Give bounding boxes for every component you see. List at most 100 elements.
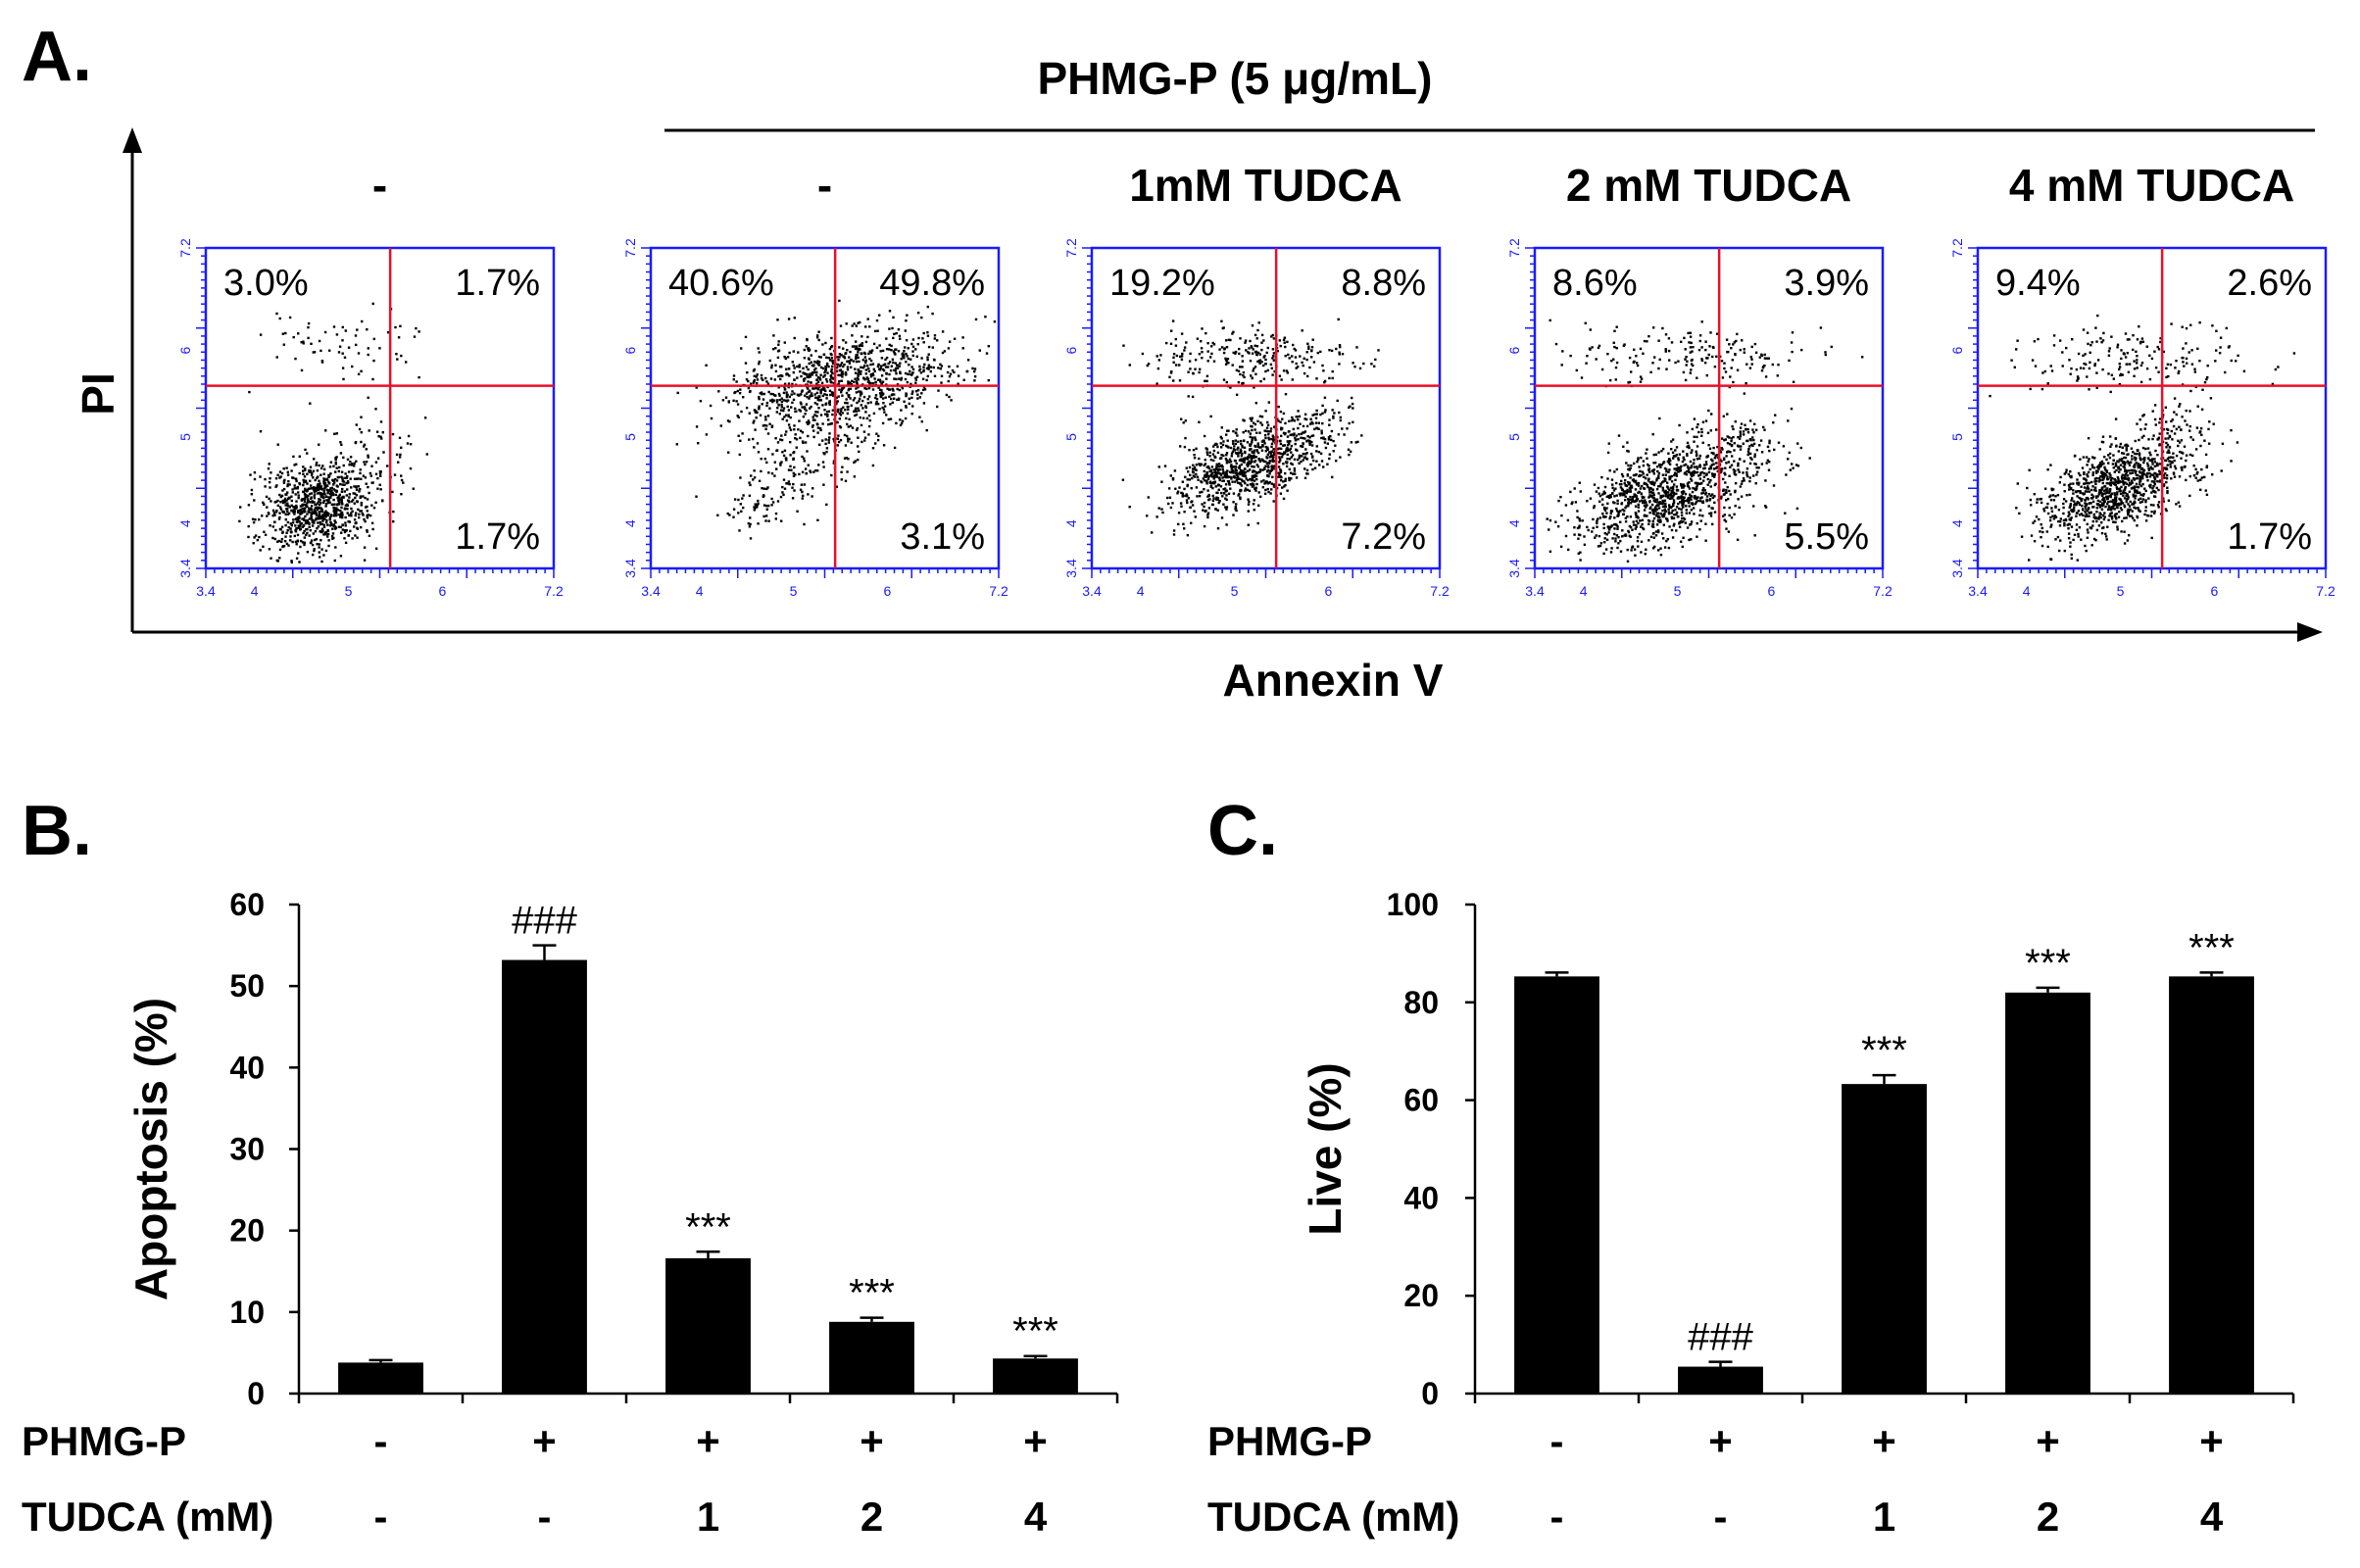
flow-x-tick: 3.4 [1525, 583, 1545, 599]
live-chart: 0 20 40 60 80 100 Live (%) - - ### + - *** +1 *** +2 ***… [1207, 887, 2295, 1540]
flow-x-tick: 3.4 [1082, 583, 1102, 599]
bar [829, 1321, 914, 1394]
flow-x-tick: 4 [2023, 583, 2031, 599]
flow-x-tick: 3.4 [641, 583, 661, 599]
flow-y-tick: 7.2 [1506, 238, 1522, 258]
significance-label: *** [1861, 1029, 1907, 1072]
flow-y-tick: 4 [622, 519, 638, 527]
flow-y-tick: 3.4 [1063, 559, 1079, 578]
bar [1678, 1366, 1763, 1394]
flow-y-tick: 6 [1506, 347, 1522, 355]
flow-plot: - 3.43.4 4 4 5 5 6 6 7.2 7.2 40.6% 49.8% 3.1% [622, 160, 1008, 599]
flow-ticks [196, 247, 555, 578]
flow-ticks [1968, 247, 2327, 578]
flow-x-tick: 7.2 [1873, 583, 1893, 599]
significance-label: ### [1688, 1316, 1753, 1359]
flow-x-tick: 7.2 [989, 583, 1008, 599]
flow-x-tick: 6 [884, 583, 892, 599]
tudca-row-value: 4 [1024, 1494, 1048, 1540]
tudca-row-label: TUDCA (mM) [1207, 1494, 1459, 1540]
bar [2169, 976, 2254, 1394]
flow-plot-title: - [817, 160, 832, 211]
bar [1514, 976, 1599, 1394]
tudca-row-label: TUDCA (mM) [22, 1494, 273, 1540]
flow-x-tick: 4 [696, 583, 704, 599]
flow-x-tick: 5 [1674, 583, 1682, 599]
quadrant-lower-right: 5.5% [1784, 516, 1869, 558]
flow-plot-title: 2 mM TUDCA [1566, 160, 1851, 211]
quadrant-upper-left: 19.2% [1109, 263, 1215, 304]
phmg-row-value: + [1708, 1418, 1733, 1464]
quadrant-upper-right: 49.8% [879, 263, 985, 304]
flow-x-tick: 4 [251, 583, 259, 599]
pi-axis-arrow [123, 127, 142, 153]
y-tick-label: 60 [229, 887, 265, 922]
significance-label: *** [2188, 926, 2235, 969]
y-tick-label: 50 [229, 968, 265, 1004]
bar [502, 959, 587, 1394]
flow-y-tick: 4 [1506, 519, 1522, 527]
flow-x-tick: 3.4 [1968, 583, 1988, 599]
annexin-axis-arrow [2297, 622, 2323, 642]
flow-y-tick: 7.2 [1949, 238, 1965, 258]
flow-y-tick: 7.2 [622, 238, 638, 258]
phmg-row-value: + [1023, 1418, 1048, 1464]
y-tick-label: 60 [1403, 1083, 1439, 1118]
phmg-row-value: - [1550, 1418, 1564, 1464]
flow-x-tick: 3.4 [196, 583, 216, 599]
flow-plot: 1mM TUDCA 3.43.4 4 4 5 5 6 6 7.2 7.2 19.2% 8.8% 7.2% [1063, 160, 1450, 599]
panel-c-label: C. [1207, 792, 1278, 870]
flow-y-tick: 4 [177, 519, 193, 527]
panel-a-label: A. [22, 18, 92, 96]
quadrant-upper-right: 8.8% [1341, 263, 1426, 304]
flow-ticks [641, 247, 1000, 578]
quadrant-lower-right: 1.7% [2227, 516, 2312, 558]
flow-x-tick: 7.2 [1430, 583, 1450, 599]
phmg-row-value: + [1872, 1418, 1896, 1464]
significance-label: ### [512, 900, 577, 943]
flow-plot-title: 4 mM TUDCA [2009, 160, 2294, 211]
flow-x-tick: 6 [439, 583, 447, 599]
tudca-row-value: 2 [860, 1494, 883, 1540]
quadrant-upper-right: 1.7% [455, 263, 540, 304]
flow-plot: 2 mM TUDCA 3.43.4 4 4 5 5 6 6 7.2 7.2 8.6% 3.9% 5.5% [1506, 160, 1893, 599]
flow-y-tick: 4 [1063, 519, 1079, 527]
flow-plot-title: 1mM TUDCA [1129, 160, 1402, 211]
y-tick-label: 20 [229, 1213, 265, 1249]
bar [665, 1257, 751, 1394]
phmg-row-value: + [696, 1418, 720, 1464]
y-tick-label: 0 [247, 1376, 265, 1411]
tudca-row-value: - [1714, 1494, 1728, 1540]
flow-x-tick: 5 [345, 583, 353, 599]
flow-y-tick: 4 [1949, 519, 1965, 527]
flow-y-tick: 5 [622, 433, 638, 441]
quadrant-upper-left: 40.6% [668, 263, 774, 304]
phmg-row-value: - [374, 1418, 388, 1464]
flow-dots [1989, 314, 2296, 562]
flow-x-tick: 7.2 [544, 583, 564, 599]
flow-x-tick: 6 [1768, 583, 1776, 599]
quadrant-lower-right: 3.1% [900, 516, 985, 558]
bar [338, 1362, 423, 1394]
flow-plot-title: - [372, 160, 387, 211]
quadrant-upper-left: 8.6% [1552, 263, 1638, 304]
phmg-row-value: + [860, 1418, 884, 1464]
flow-ticks [1525, 247, 1884, 578]
flow-x-tick: 7.2 [2316, 583, 2335, 599]
quadrant-lower-right: 7.2% [1341, 516, 1426, 558]
tudca-row-value: - [374, 1494, 388, 1540]
tudca-row-value: - [1550, 1494, 1564, 1540]
phmg-row-value: + [532, 1418, 557, 1464]
flow-x-tick: 6 [2211, 583, 2219, 599]
tudca-row-value: 1 [697, 1494, 719, 1540]
flow-ticks [1082, 247, 1441, 578]
flow-plot: - 3.43.4 4 4 5 5 6 6 7.2 7.2 3.0% 1.7% 1.7% [177, 160, 564, 599]
flow-dots [238, 302, 428, 564]
tudca-row-value: - [538, 1494, 552, 1540]
y-tick-label: 40 [229, 1050, 265, 1085]
flow-y-tick: 3.4 [622, 559, 638, 578]
flow-x-tick: 6 [1325, 583, 1333, 599]
flow-y-tick: 5 [1949, 433, 1965, 441]
